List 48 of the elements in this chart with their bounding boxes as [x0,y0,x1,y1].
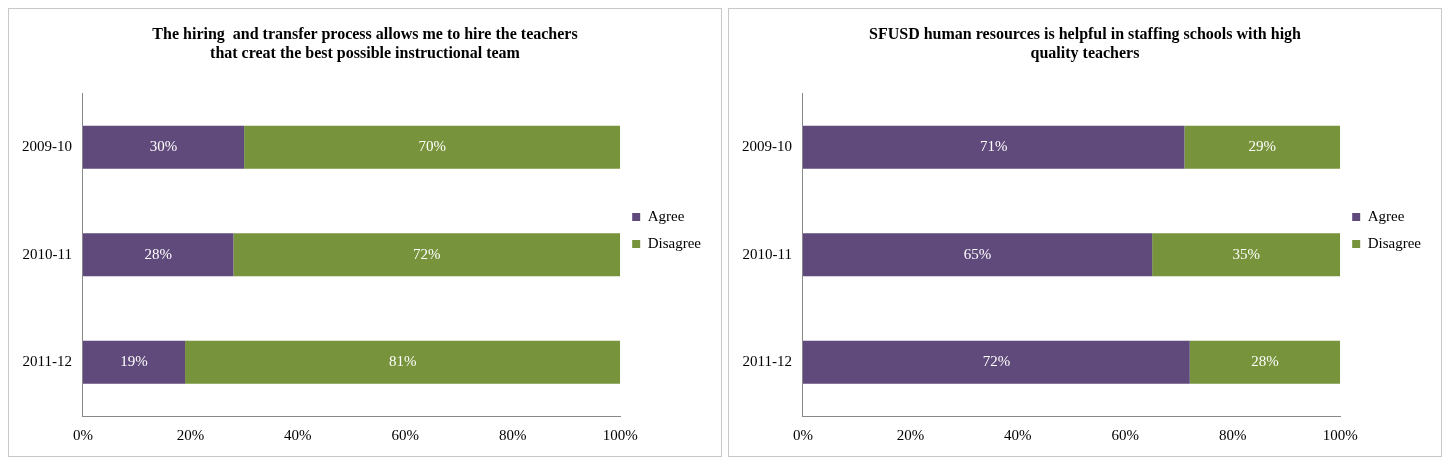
legend-label: Agree [647,207,685,224]
bar [803,233,1153,277]
bar [1189,340,1341,384]
x-tick-label: 60% [1111,426,1140,443]
x-tick-label: 80% [1219,426,1247,443]
y-tick-label: 2010-11 [22,245,72,262]
legend-label: Agree [1367,207,1405,224]
x-tick-label: 0% [793,426,813,443]
y-tick-label: 2009-10 [742,138,792,155]
data-label: 29% [1248,138,1277,155]
y-tick-label: 2011-12 [742,353,792,370]
data-label: 70% [418,138,446,155]
x-tick-label: 0% [73,426,93,443]
bar [803,125,1185,169]
bar [83,340,186,384]
chart-title: SFUSD human resources is helpful in staffing schools with high quality teachers [869,24,1302,62]
y-tick-label: 2011-12 [22,353,72,370]
data-label: 19% [120,353,148,370]
bar [1152,233,1341,277]
bar [233,233,621,277]
x-tick-label: 100% [602,426,638,443]
data-label: 81% [388,353,417,370]
x-tick-label: 60% [391,426,420,443]
legend-label: Disagree [647,234,702,251]
chart-title: The hiring and transfer process allows me to hire the teachers that creat the best possible instructional team [152,24,578,62]
bar [83,233,234,277]
x-tick-label: 40% [1004,426,1032,443]
x-tick-label: 20% [176,426,205,443]
legend-label: Disagree [1367,234,1422,251]
data-label: 72% [413,245,441,262]
bar [244,125,621,169]
bar [803,340,1190,384]
data-label: 72% [982,353,1011,370]
data-label: 35% [1232,245,1260,262]
bar [185,340,621,384]
data-label: 30% [149,138,178,155]
bar [83,125,245,169]
y-tick-label: 2009-10 [22,138,72,155]
bar [1184,125,1341,169]
y-tick-label: 2010-11 [742,245,792,262]
x-tick-label: 20% [896,426,925,443]
data-label: 71% [979,138,1008,155]
data-label: 28% [144,245,172,262]
x-tick-label: 100% [1322,426,1358,443]
data-label: 28% [1251,353,1279,370]
x-tick-label: 80% [499,426,527,443]
x-tick-label: 40% [284,426,312,443]
data-label: 65% [963,245,992,262]
